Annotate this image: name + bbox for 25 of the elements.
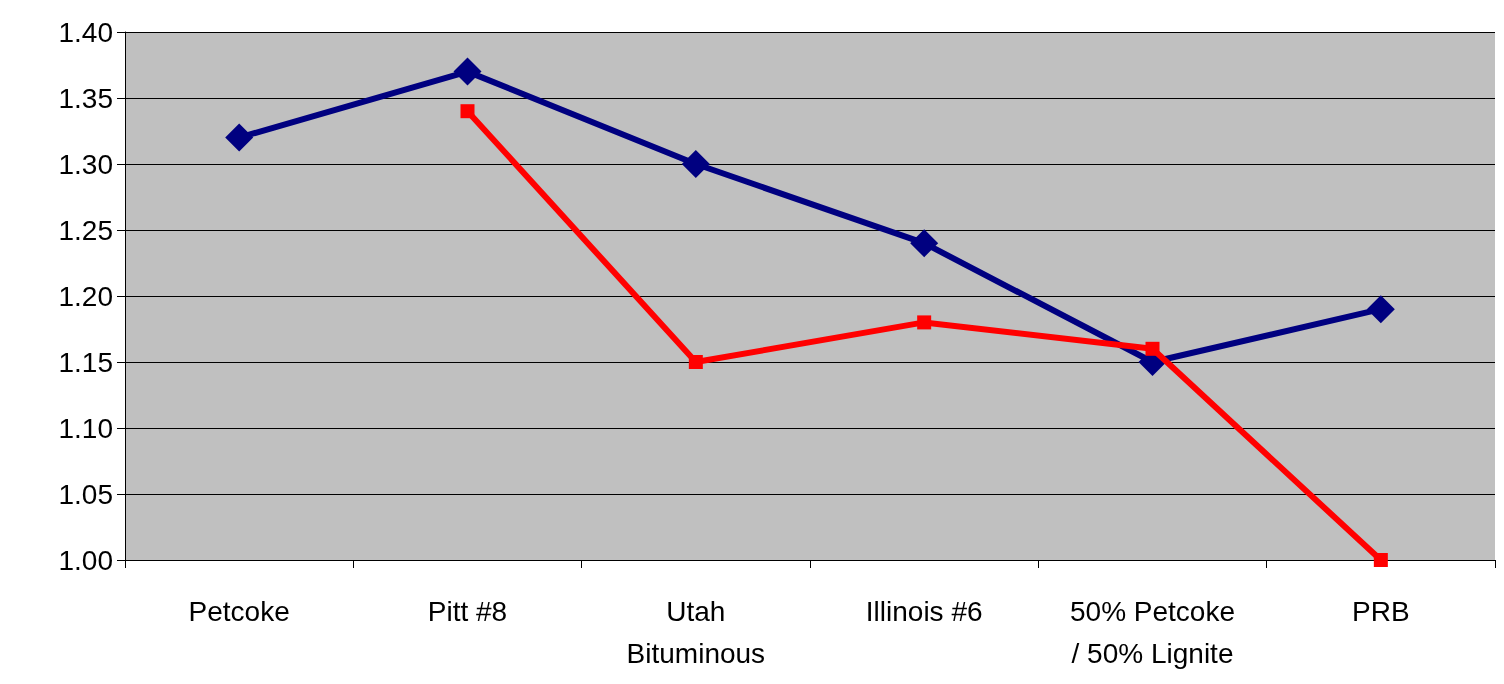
point xyxy=(1145,341,1160,356)
y-tick-label: 1.35 xyxy=(58,82,113,114)
point xyxy=(910,229,939,258)
x-tick-label: Illinois #6 xyxy=(865,595,983,627)
y-tick-label: 1.10 xyxy=(58,412,113,444)
y-tick-label: 1.40 xyxy=(58,16,113,48)
x-tick-label: Utah Bituminous xyxy=(626,595,766,669)
point xyxy=(225,123,254,152)
x-tick-label: Pitt #8 xyxy=(427,595,508,627)
point xyxy=(1366,295,1395,324)
y-tick-label: 1.25 xyxy=(58,214,113,246)
point xyxy=(917,315,932,330)
y-tick-label: 1.30 xyxy=(58,148,113,180)
x-tick-label: 50% Petcoke / 50% Lignite xyxy=(1070,595,1235,669)
x-tick-label: PRB xyxy=(1352,595,1410,627)
point xyxy=(1373,553,1388,567)
point xyxy=(453,57,482,86)
y-tick-label: 1.05 xyxy=(58,478,113,510)
point xyxy=(681,150,710,178)
point xyxy=(460,104,475,119)
point xyxy=(688,355,703,369)
x-tick-label: Petcoke xyxy=(188,595,290,627)
y-tick-label: 1.20 xyxy=(58,280,113,312)
y-tick-label: 1.00 xyxy=(58,544,113,576)
y-tick-label: 1.15 xyxy=(58,346,113,378)
